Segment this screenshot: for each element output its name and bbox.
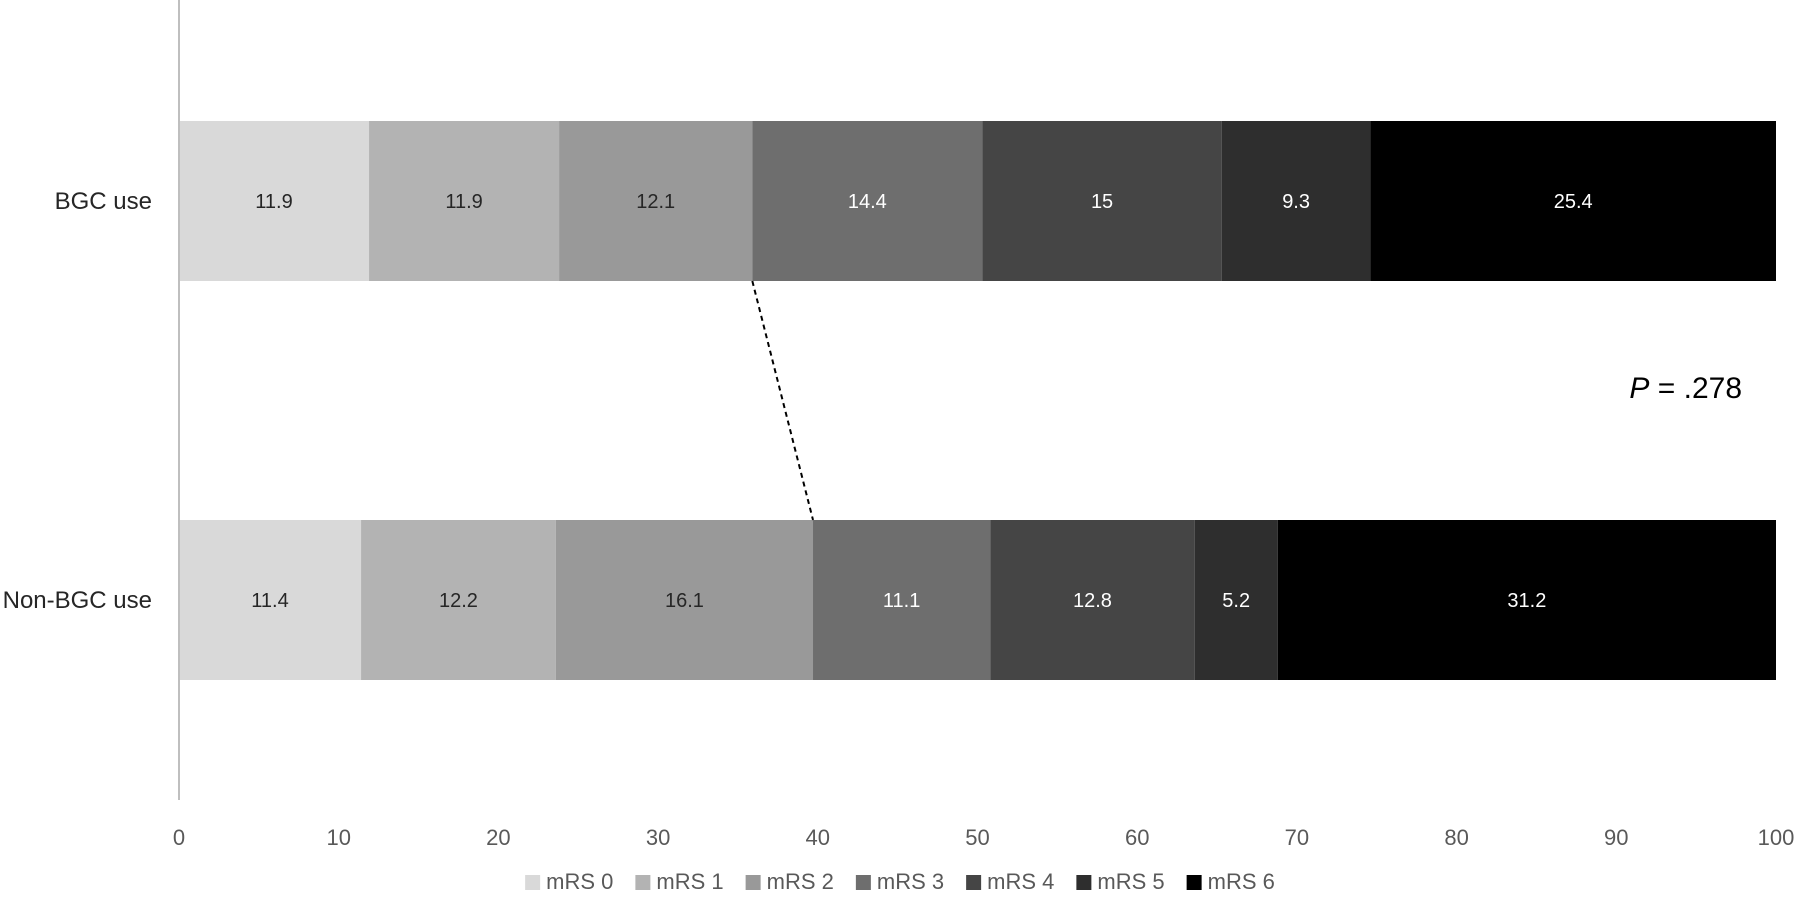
data-label: 16.1 [665, 590, 704, 612]
legend-swatch [855, 875, 871, 890]
x-tick-label: 60 [1125, 825, 1149, 850]
x-tick-label: 80 [1444, 825, 1468, 850]
bar-segment-mrs-5-non-bgc [1194, 520, 1278, 680]
bar-segment-mrs-0-non-bgc [179, 520, 362, 680]
bar-segment-mrs-3-bgc [752, 121, 983, 281]
legend-label: mRS 2 [767, 869, 834, 894]
x-tick-label: 70 [1285, 825, 1309, 850]
category-label: BGC use [55, 188, 152, 215]
legend-label: mRS 0 [546, 869, 613, 894]
data-label: 11.1 [883, 590, 920, 612]
x-tick-label: 0 [173, 825, 185, 850]
p-value-annotation: P = .278 [1629, 372, 1742, 405]
data-label: 12.1 [636, 191, 675, 213]
legend-swatch [745, 875, 761, 890]
category-labels: BGC use Non-BGC use [3, 188, 152, 614]
bar-segment-mrs-2-non-bgc [555, 520, 814, 680]
legend-label: mRS 4 [987, 869, 1054, 894]
bar-segment-mrs-1-bgc [369, 121, 560, 281]
bar-segment-mrs-6-bgc [1370, 121, 1776, 281]
x-tick-label: 10 [326, 825, 350, 850]
legend-label: mRS 1 [656, 869, 723, 894]
x-tick-label: 30 [646, 825, 670, 850]
p-value-letter: P [1629, 372, 1649, 405]
bar-segment-mrs-6-non-bgc [1277, 520, 1776, 680]
data-label: 31.2 [1507, 590, 1546, 612]
legend-swatch [525, 875, 541, 890]
dashed-connector-line [751, 280, 814, 521]
x-tick-label: 100 [1758, 825, 1795, 850]
bar-segment-mrs-4-bgc [982, 121, 1222, 281]
data-label: 25.4 [1554, 191, 1593, 213]
x-tick-label: 40 [806, 825, 830, 850]
bar-segment-mrs-3-non-bgc [813, 520, 991, 680]
data-label: 12.8 [1073, 590, 1112, 612]
category-label: Non-BGC use [3, 587, 152, 614]
data-label: 9.3 [1282, 191, 1310, 213]
data-label: 14.4 [848, 191, 887, 213]
bar-segment-mrs-5-bgc [1221, 121, 1371, 281]
bar-segment-mrs-0-bgc [179, 121, 370, 281]
data-label: 11.4 [251, 590, 288, 612]
x-tick-label: 50 [965, 825, 989, 850]
bar-segment-mrs-1-non-bgc [361, 520, 556, 680]
legend-swatch [1076, 875, 1092, 890]
legend: mRS 0 mRS 1 mRS 2 mRS 3 mRS 4 mRS 5 mRS 6 [525, 869, 1275, 894]
data-label: 11.9 [445, 191, 482, 213]
x-tick-label: 90 [1604, 825, 1628, 850]
connector-group [751, 280, 814, 521]
x-axis: 0 10 20 30 40 50 60 70 80 90 100 [173, 0, 1794, 850]
legend-swatch [635, 875, 651, 890]
legend-label: mRS 3 [877, 869, 944, 894]
bar-segment-mrs-4-non-bgc [990, 520, 1195, 680]
bar-segment-mrs-2-bgc [559, 121, 753, 281]
x-tick-label: 20 [486, 825, 510, 850]
p-value-text: = .278 [1649, 372, 1742, 405]
bars-group: 11.9 11.9 12.1 14.4 15 9.3 25.4 11.4 12.2 16.1 11.… [179, 121, 1776, 680]
legend-label: mRS 6 [1208, 869, 1275, 894]
data-label: 11.9 [255, 191, 292, 213]
data-label: 5.2 [1222, 590, 1250, 612]
legend-label: mRS 5 [1097, 869, 1164, 894]
legend-swatch [966, 875, 982, 890]
data-label: 15 [1091, 191, 1113, 213]
legend-swatch [1186, 875, 1202, 890]
data-label: 12.2 [439, 590, 478, 612]
